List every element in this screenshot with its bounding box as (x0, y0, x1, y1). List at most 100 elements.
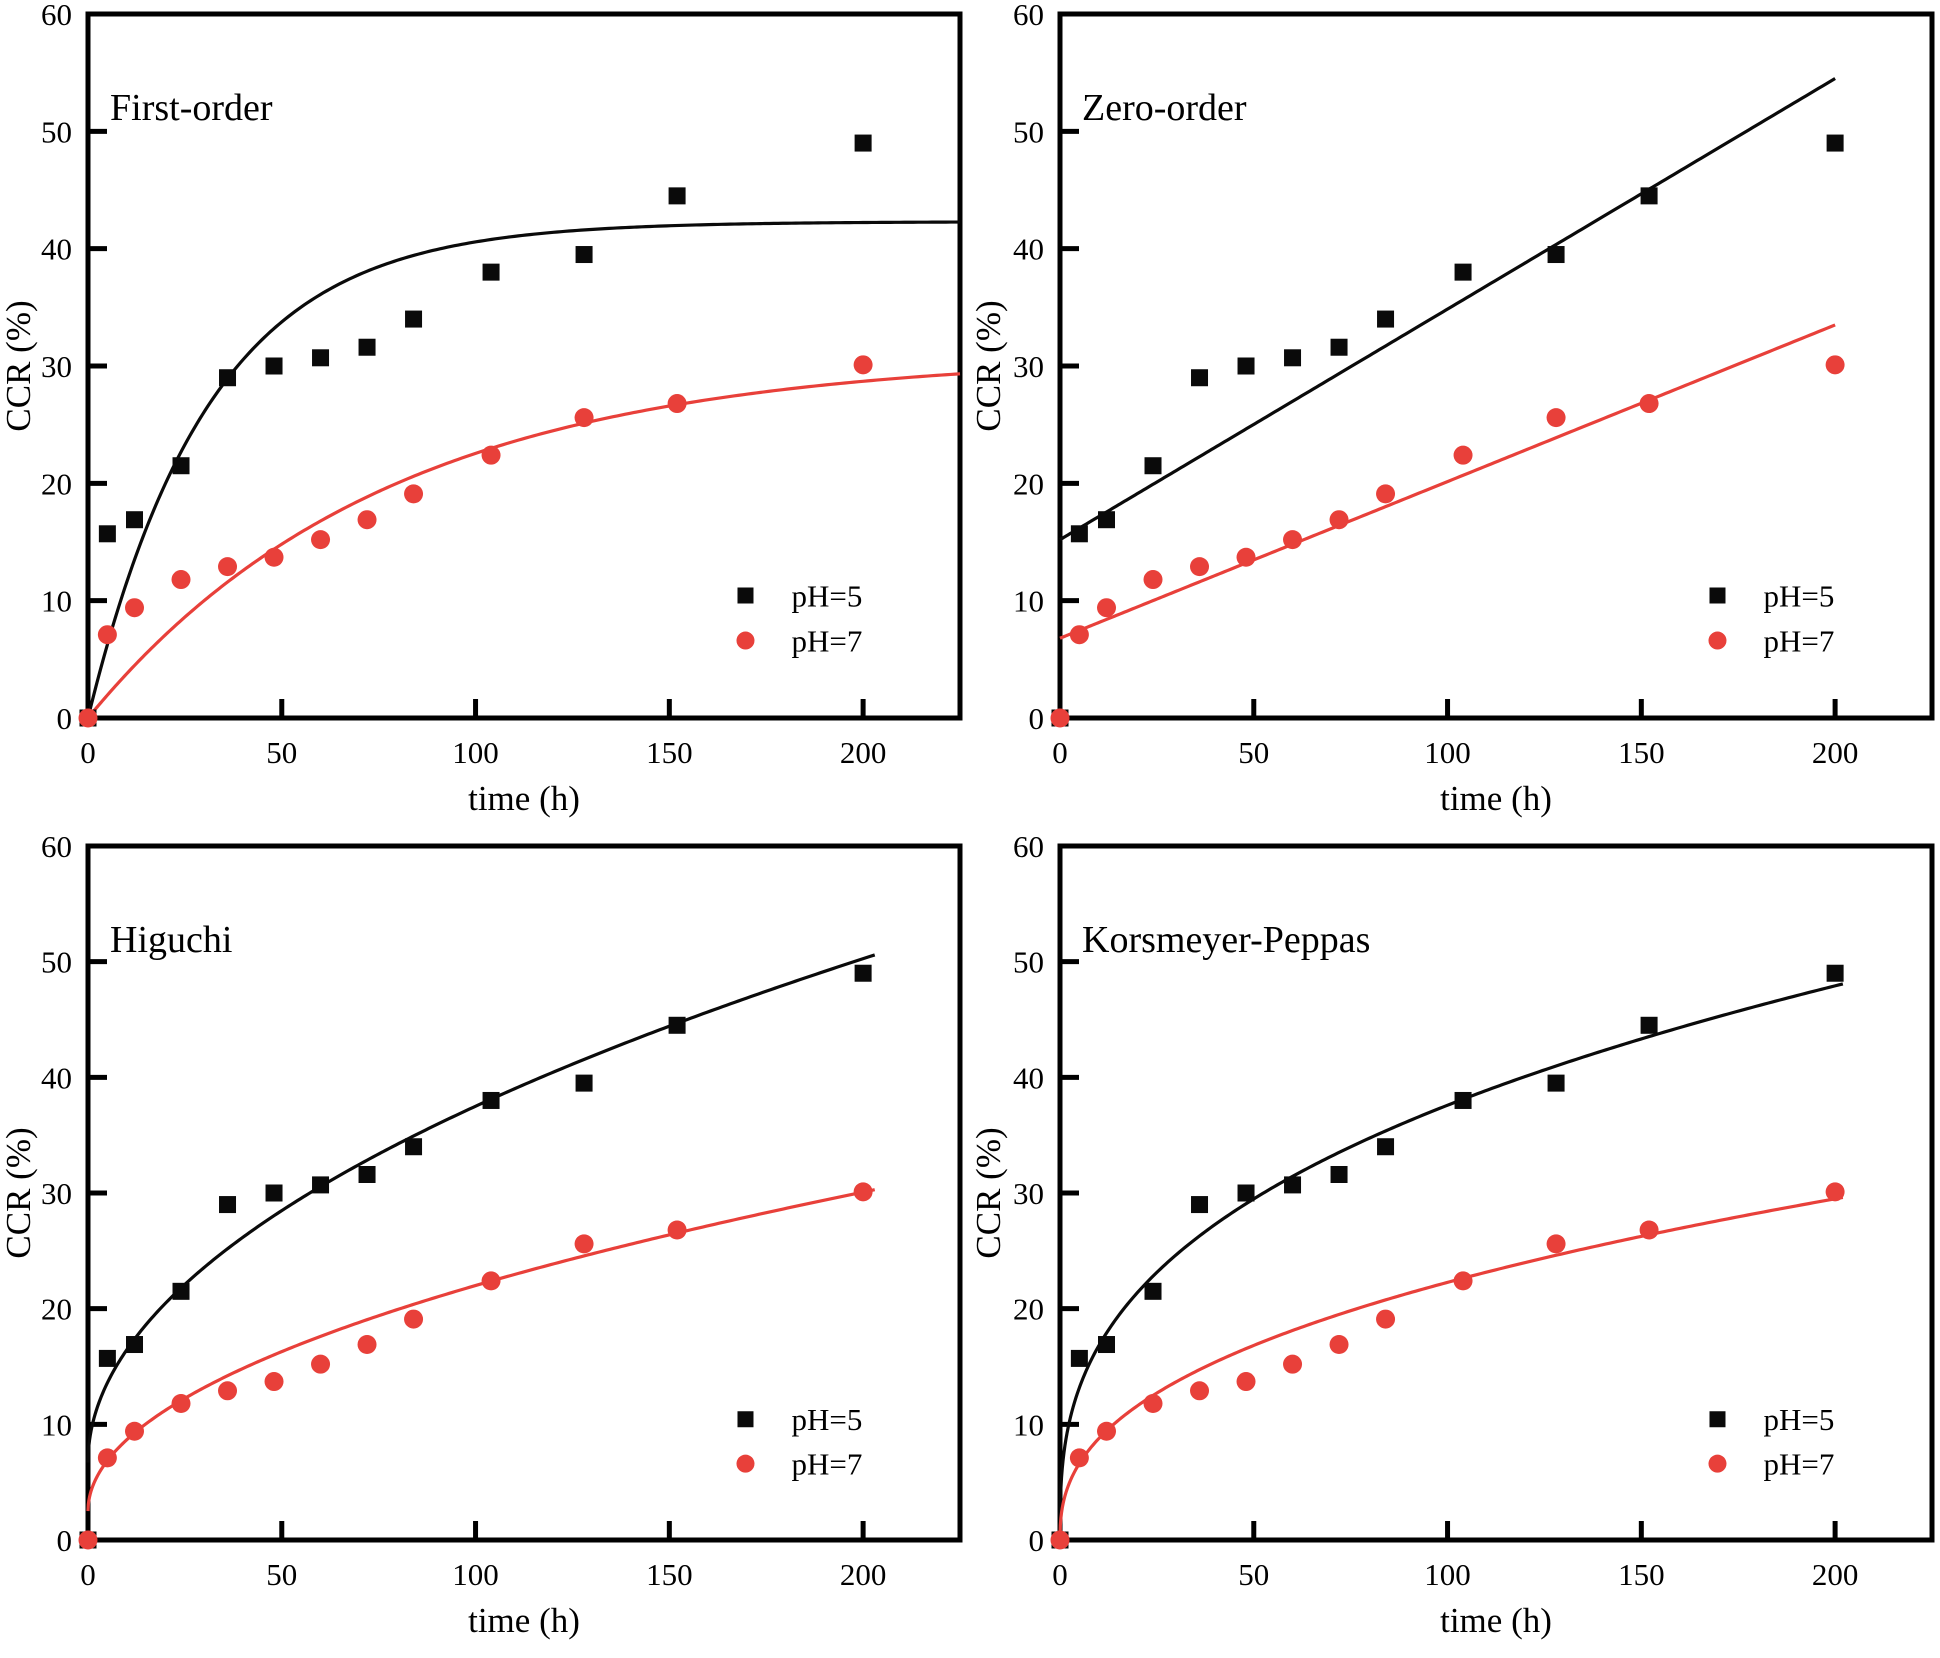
panel-title: First-order (110, 87, 273, 129)
data-point-ph7 (1143, 1394, 1163, 1414)
panel-title: Zero-order (1082, 87, 1247, 129)
panel-title: Higuchi (110, 919, 232, 961)
data-point-ph7 (218, 1381, 238, 1401)
chart-zero-order: 0 50 100 150 200 0 10 20 30 40 50 60 time (h) CCR (%)… (970, 0, 1935, 818)
data-point-ph7 (404, 484, 424, 504)
data-point-ph7 (667, 1220, 687, 1240)
data-point-ph7 (853, 355, 873, 375)
fit-line-ph7 (86, 1188, 876, 1512)
fit-line-ph7 (1059, 323, 1836, 640)
data-point-ph7 (574, 408, 594, 428)
y-tick-label: 20 (41, 1292, 72, 1327)
data-point-ph5 (1826, 134, 1844, 152)
y-tick-label: 10 (1013, 1407, 1044, 1442)
y-tick-label: 40 (1013, 232, 1044, 267)
data-point-ph7 (667, 394, 687, 414)
plot-frame (85, 11, 963, 721)
x-tick-label: 50 (266, 735, 297, 770)
data-point-ph5 (1237, 1184, 1255, 1202)
data-point-ph7 (481, 445, 501, 465)
x-axis-label: time (h) (1440, 1601, 1552, 1640)
y-tick-label: 30 (1013, 349, 1044, 384)
data-point-ph5 (575, 1074, 593, 1092)
data-point-ph5 (98, 1349, 116, 1367)
fit-line-ph5 (1058, 982, 1844, 1541)
data-point-ph7 (481, 1271, 501, 1291)
data-point-ph7 (574, 1234, 594, 1254)
x-tick-label: 0 (1052, 1557, 1068, 1592)
data-point-ph7 (125, 1421, 145, 1441)
x-tick-label: 150 (646, 735, 693, 770)
y-tick-label: 10 (1013, 584, 1044, 619)
data-point-ph5 (575, 246, 593, 264)
data-point-ph5 (1191, 369, 1209, 387)
data-point-ph7 (1546, 1234, 1566, 1254)
data-point-ph5 (1640, 187, 1658, 205)
legend-label-ph7: pH=7 (791, 1447, 862, 1482)
plot-frame (1057, 11, 1935, 721)
y-tick-label: 20 (1013, 466, 1044, 501)
panel-zero-order: 0 50 100 150 200 0 10 20 30 40 50 60 time (h) CCR (%)… (970, 0, 1940, 829)
data-point-ph7 (1283, 1354, 1303, 1374)
y-tick-label: 40 (41, 232, 72, 267)
legend-marker-ph5 (1709, 587, 1726, 604)
chart-higuchi: 0 50 100 150 200 0 10 20 30 40 50 60 time (h) CCR (%)… (0, 829, 963, 1640)
data-point-ph5 (1144, 457, 1162, 475)
x-tick-label: 0 (80, 1557, 96, 1592)
data-point-ph7 (125, 598, 145, 618)
data-point-ph7 (171, 1394, 191, 1414)
data-point-ph5 (1454, 263, 1472, 281)
fit-line-ph7 (1058, 1195, 1844, 1541)
data-point-ph5 (358, 338, 376, 356)
data-point-ph7 (1639, 1220, 1659, 1240)
fit-line-ph7 (86, 372, 961, 720)
data-point-ph7 (1050, 708, 1070, 728)
data-point-ph7 (311, 1354, 331, 1374)
y-tick-label: 10 (41, 584, 72, 619)
data-point-ph5 (1191, 1196, 1209, 1214)
data-point-ph7 (1639, 394, 1659, 414)
y-tick-label: 0 (57, 701, 73, 736)
data-point-ph7 (1097, 598, 1117, 618)
data-point-ph5 (265, 357, 283, 375)
plot-frame (85, 843, 963, 1543)
x-tick-label: 100 (1424, 735, 1471, 770)
data-point-ph7 (1825, 1182, 1845, 1202)
chart-first-order: 0 50 100 150 200 0 10 20 30 40 50 60 time (h) CCR (%)… (0, 0, 963, 818)
panel-title: Korsmeyer-Peppas (1082, 919, 1370, 961)
legend-marker-ph7 (736, 1454, 755, 1473)
y-tick-label: 60 (41, 829, 72, 864)
legend-marker-ph5 (737, 587, 754, 604)
data-point-ph5 (405, 310, 423, 328)
x-tick-label: 100 (452, 1557, 499, 1592)
fit-line-ph5 (86, 953, 876, 1463)
data-point-ph5 (1640, 1016, 1658, 1034)
data-point-ph7 (1453, 445, 1473, 465)
x-tick-label: 200 (840, 1557, 887, 1592)
data-point-ph7 (1236, 1372, 1256, 1392)
data-point-ph7 (357, 1335, 377, 1355)
x-axis-label: time (h) (1440, 779, 1552, 818)
data-point-ph5 (126, 1336, 144, 1354)
data-point-ph5 (1237, 357, 1255, 375)
x-tick-label: 0 (1052, 735, 1068, 770)
y-tick-label: 20 (41, 466, 72, 501)
data-point-ph5 (1144, 1282, 1162, 1300)
x-tick-label: 50 (266, 1557, 297, 1592)
data-point-ph5 (1547, 246, 1565, 264)
fit-line-ph5 (1059, 77, 1836, 542)
y-tick-label: 60 (1013, 0, 1044, 32)
y-tick-label: 20 (1013, 1292, 1044, 1327)
data-point-ph5 (1070, 1349, 1088, 1367)
data-point-ph5 (219, 369, 237, 387)
legend-label-ph7: pH=7 (791, 624, 862, 659)
data-point-ph5 (1284, 1176, 1302, 1194)
fit-line-ph5 (86, 220, 961, 719)
x-tick-label: 0 (80, 735, 96, 770)
chart-korsmeyer-peppas: 0 50 100 150 200 0 10 20 30 40 50 60 time (h) CCR (%)… (970, 829, 1935, 1640)
data-point-ph7 (1825, 355, 1845, 375)
x-tick-label: 150 (646, 1557, 693, 1592)
data-point-ph5 (1070, 525, 1088, 543)
data-point-ph5 (1454, 1091, 1472, 1109)
legend-marker-ph7 (736, 631, 755, 650)
